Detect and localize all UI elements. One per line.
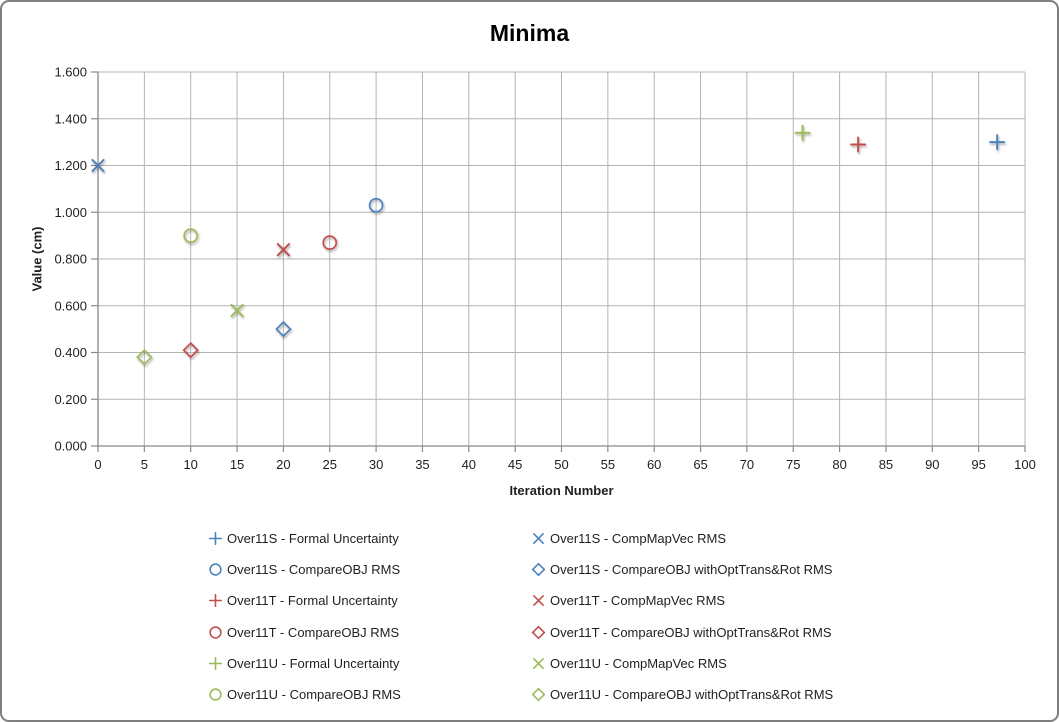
x-tick-label: 60 [647, 457, 661, 472]
data-point-circle [183, 228, 199, 243]
y-tick-label: 1.000 [54, 205, 87, 220]
x-tick-label: 25 [323, 457, 337, 472]
x-tick-label: 90 [925, 457, 939, 472]
data-point-diamond [136, 348, 153, 366]
y-tick-label: 0.000 [54, 439, 87, 454]
y-tick-label: 0.400 [54, 345, 87, 360]
x-tick-label: 80 [832, 457, 846, 472]
y-tick-label: 1.400 [54, 111, 87, 126]
x-tick-label: 70 [740, 457, 754, 472]
data-point-plus [989, 134, 1006, 151]
data-point-plus [850, 136, 867, 153]
x-tick-label: 65 [693, 457, 707, 472]
x-tick-label: 100 [1014, 457, 1036, 472]
y-tick-labels: 0.000 0.200 0.400 0.600 0.800 1.000 1.200 1.400… [54, 65, 87, 454]
y-tick-label: 0.600 [54, 298, 87, 313]
data-point-diamond [182, 341, 199, 359]
data-points [91, 124, 1006, 366]
x-tick-label: 85 [879, 457, 893, 472]
data-point-circle [322, 235, 338, 250]
data-point-cross [91, 158, 105, 173]
x-tick-label: 35 [415, 457, 429, 472]
x-tick-label: 15 [230, 457, 244, 472]
x-tick-label: 75 [786, 457, 800, 472]
gridlines [97, 71, 1026, 447]
data-point-cross [276, 243, 290, 257]
y-tick-label: 1.600 [54, 65, 87, 80]
y-tick-label: 1.200 [54, 158, 87, 173]
chart-title: Minima [489, 20, 570, 46]
x-tick-label: 0 [94, 457, 101, 472]
x-tick-label: 10 [183, 457, 197, 472]
x-tick-label: 30 [369, 457, 383, 472]
x-tick-labels: 0 5 10 15 20 25 30 35 40 45 50 55 60 65 70 75 80 85 90 95 10… [94, 457, 1035, 472]
x-tick-label: 95 [971, 457, 985, 472]
x-tick-label: 40 [462, 457, 476, 472]
y-tick-label: 0.200 [54, 392, 87, 407]
x-tick-label: 55 [601, 457, 615, 472]
data-point-plus [794, 124, 811, 141]
x-tick-label: 20 [276, 457, 290, 472]
data-point-cross [230, 303, 244, 318]
x-tick-label: 45 [508, 457, 522, 472]
x-axis-title: Iteration Number [509, 483, 614, 498]
y-tick-label: 0.800 [54, 252, 87, 267]
data-point-circle [368, 197, 384, 213]
data-point-diamond [275, 320, 292, 338]
x-tick-label: 5 [141, 457, 148, 472]
axis-ticks [91, 71, 1026, 452]
x-tick-label: 50 [554, 457, 568, 472]
